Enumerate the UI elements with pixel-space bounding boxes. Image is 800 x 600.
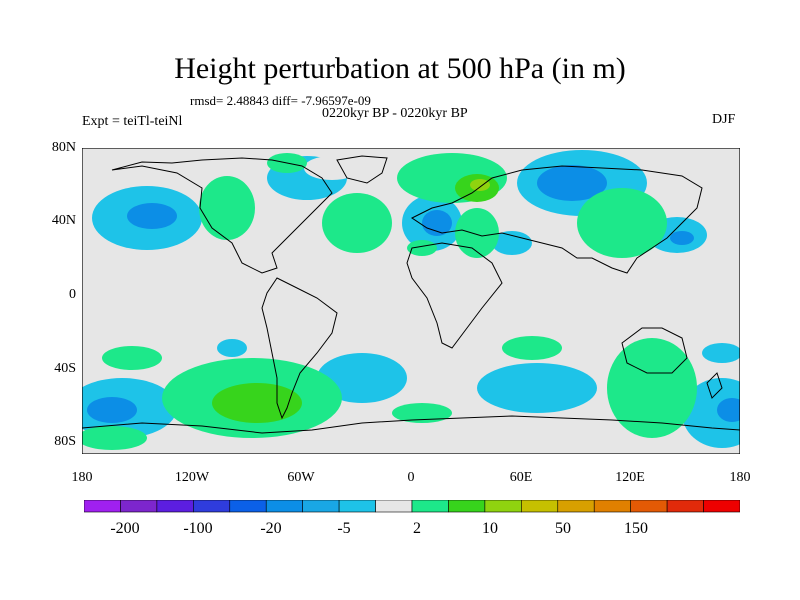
y-tick-80s: 80S [54, 434, 76, 449]
colorbar-label: -5 [337, 520, 351, 537]
plot-title: Height perturbation at 500 hPa (in m) [174, 52, 626, 85]
colorbar-swatch [703, 500, 740, 513]
positive-anomalies [82, 153, 697, 450]
colorbar-swatch [84, 500, 121, 513]
colorbar-swatch [557, 500, 595, 513]
colorbar-swatch [666, 500, 704, 513]
x-tick-180e: 180 [729, 470, 751, 485]
colorbar-label: -200 [110, 520, 140, 537]
y-tick-40n: 40N [51, 213, 76, 228]
y-tick-80n: 80N [51, 140, 76, 155]
rmsd-stats-label: rmsd= 2.48843 diff= -7.96597e-09 [190, 93, 371, 108]
x-tick-60w: 60W [287, 470, 315, 485]
x-tick-180w: 180 [71, 470, 93, 485]
colorbar-swatch [265, 500, 303, 513]
x-tick-0: 0 [407, 470, 415, 485]
colorbar-swatch [375, 500, 413, 513]
negative-anomalies [82, 150, 740, 448]
colorbar-label: 150 [624, 520, 648, 537]
colorbar-swatch [338, 500, 376, 513]
colorbar-swatch [229, 500, 267, 513]
period-label: 0220kyr BP - 0220kyr BP [322, 106, 468, 121]
colorbar-swatch [120, 500, 158, 513]
colorbar-swatch [448, 500, 486, 513]
x-tick-60e: 60E [509, 470, 533, 485]
coastlines [82, 155, 740, 434]
colorbar-label: 2 [413, 520, 421, 537]
map-panel [82, 148, 740, 454]
colorbar-label: 10 [482, 520, 498, 537]
colorbar-swatch [521, 500, 559, 513]
colorbar-label: -20 [260, 520, 282, 537]
colorbar-label: -100 [183, 520, 213, 537]
colorbar-swatch [156, 500, 194, 513]
colorbar-swatch [593, 500, 631, 513]
colorbar-swatch [302, 500, 340, 513]
colorbar-label: 50 [555, 520, 571, 537]
season-label: DJF [712, 112, 736, 127]
x-tick-120e: 120E [615, 470, 645, 485]
colorbar-swatch [630, 500, 668, 513]
colorbar [84, 500, 740, 513]
y-tick-0: 0 [69, 287, 76, 302]
colorbar-swatch [484, 500, 522, 513]
colorbar-swatch [411, 500, 449, 513]
experiment-label: Expt = teiTl-teiNl [82, 114, 183, 129]
y-tick-40s: 40S [54, 361, 76, 376]
x-tick-120w: 120W [174, 470, 210, 485]
colorbar-swatch [193, 500, 231, 513]
